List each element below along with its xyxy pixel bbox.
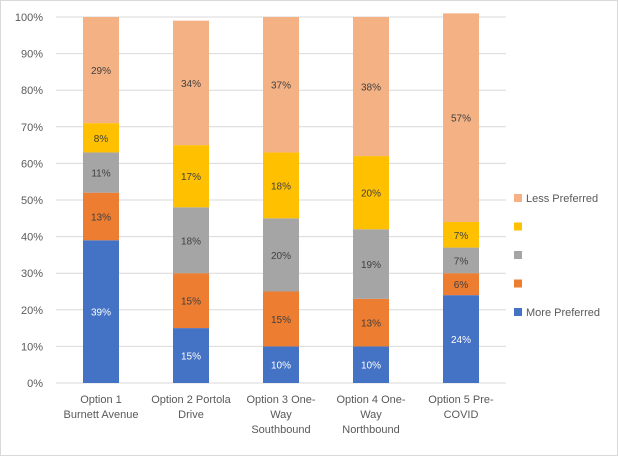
bar-segment xyxy=(443,295,479,383)
legend-label: Less Preferred xyxy=(526,193,598,205)
bar-segment xyxy=(83,192,119,241)
bar-segment xyxy=(173,207,209,274)
data-label: 15% xyxy=(181,352,201,363)
x-tick-label: Way xyxy=(360,409,382,421)
bar-segment xyxy=(263,17,299,153)
bar-segment xyxy=(353,229,389,299)
data-label: 13% xyxy=(361,319,381,330)
bar-segment xyxy=(353,156,389,230)
bar-segment xyxy=(353,17,389,157)
data-label: 18% xyxy=(271,181,291,192)
bar-segment xyxy=(443,273,479,296)
x-tick-label: Option 2 Portola xyxy=(151,394,231,406)
data-label: 39% xyxy=(91,308,111,319)
x-tick-label: Northbound xyxy=(342,424,400,436)
data-label: 29% xyxy=(91,66,111,77)
bar-segment xyxy=(263,152,299,219)
bar-segment xyxy=(83,17,119,124)
x-tick-label: Option 3 One- xyxy=(246,394,315,406)
data-label: 34% xyxy=(181,79,201,90)
y-tick-label: 90% xyxy=(21,49,43,61)
y-tick-label: 30% xyxy=(21,268,43,280)
data-label: 38% xyxy=(361,83,381,94)
y-tick-label: 100% xyxy=(15,12,43,24)
data-label: 57% xyxy=(451,114,471,125)
x-tick-label: Option 4 One- xyxy=(336,394,405,406)
bar-segment xyxy=(353,346,389,383)
bar-segment xyxy=(83,123,119,153)
x-tick-label: Drive xyxy=(178,409,204,421)
data-label: 15% xyxy=(181,297,201,308)
y-tick-label: 20% xyxy=(21,305,43,317)
data-label: 19% xyxy=(361,260,381,271)
bar-segment xyxy=(263,218,299,292)
bar-segment xyxy=(443,221,479,248)
bar-segment xyxy=(173,328,209,383)
bar-segment xyxy=(83,240,119,383)
bar-segment xyxy=(83,152,119,193)
data-label: 24% xyxy=(451,335,471,346)
legend-swatch xyxy=(514,194,522,202)
data-label: 7% xyxy=(454,231,469,242)
data-label: 15% xyxy=(271,315,291,326)
data-label: 7% xyxy=(454,256,469,267)
x-tick-label: Way xyxy=(270,409,292,421)
y-tick-label: 10% xyxy=(21,341,43,353)
bar-segment xyxy=(263,346,299,383)
data-label: 8% xyxy=(94,134,109,145)
data-label: 17% xyxy=(181,172,201,183)
y-tick-label: 70% xyxy=(21,122,43,134)
bar-segment xyxy=(353,298,389,347)
x-tick-label: COVID xyxy=(444,409,479,421)
data-label: 10% xyxy=(271,361,291,372)
bar-segment xyxy=(443,13,479,222)
y-tick-label: 0% xyxy=(27,378,43,390)
legend-swatch xyxy=(514,251,522,259)
x-tick-label: Burnett Avenue xyxy=(63,409,138,421)
legend-swatch xyxy=(514,222,522,231)
y-tick-label: 50% xyxy=(21,195,43,207)
data-label: 10% xyxy=(361,361,381,372)
y-tick-label: 40% xyxy=(21,232,43,244)
data-label: 20% xyxy=(361,189,381,200)
data-label: 18% xyxy=(181,236,201,247)
data-label: 20% xyxy=(271,251,291,262)
legend-swatch xyxy=(514,279,522,288)
legend-label: More Preferred xyxy=(526,307,600,319)
bar-segment xyxy=(173,273,209,329)
bar-segment xyxy=(443,247,479,274)
x-tick-label: Southbound xyxy=(251,424,310,436)
bar-segment xyxy=(173,20,209,146)
y-tick-label: 80% xyxy=(21,85,43,97)
y-tick-label: 60% xyxy=(21,158,43,170)
data-label: 13% xyxy=(91,212,111,223)
legend-swatch xyxy=(514,308,522,316)
x-tick-label: Option 5 Pre- xyxy=(428,394,494,406)
data-label: 37% xyxy=(271,81,291,92)
data-label: 11% xyxy=(91,169,110,180)
x-tick-label: Option 1 xyxy=(80,394,122,406)
data-label: 6% xyxy=(454,280,469,291)
bar-segment xyxy=(263,291,299,347)
bar-segment xyxy=(173,145,209,208)
